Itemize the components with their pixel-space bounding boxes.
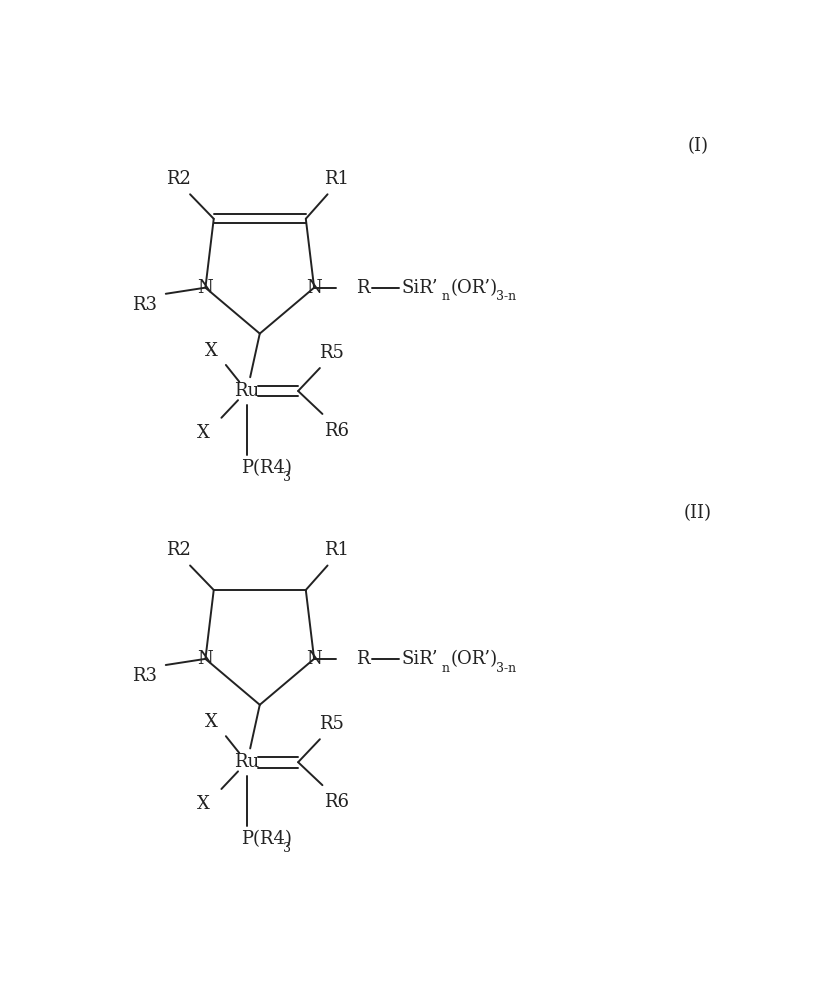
Text: Ru: Ru (234, 382, 260, 400)
Text: R1: R1 (324, 170, 349, 188)
Text: X: X (205, 342, 219, 360)
Text: R3: R3 (132, 667, 158, 685)
Text: P(R4): P(R4) (241, 459, 291, 477)
Text: R: R (356, 650, 369, 668)
Text: 3: 3 (284, 471, 291, 484)
Text: N: N (306, 650, 322, 668)
Text: (II): (II) (684, 504, 712, 523)
Text: (I): (I) (687, 137, 708, 155)
Text: R6: R6 (324, 793, 349, 811)
Text: N: N (306, 278, 322, 296)
Text: R2: R2 (166, 170, 191, 188)
Text: 3-n: 3-n (497, 662, 516, 675)
Text: R: R (356, 278, 369, 296)
Text: X: X (197, 424, 210, 442)
Text: R3: R3 (132, 295, 158, 313)
Text: X: X (205, 714, 219, 732)
Text: n: n (441, 290, 450, 303)
Text: R1: R1 (324, 541, 349, 560)
Text: P(R4): P(R4) (241, 831, 291, 849)
Text: N: N (197, 650, 214, 668)
Text: N: N (197, 278, 214, 296)
Text: X: X (197, 795, 210, 813)
Text: n: n (441, 662, 450, 675)
Text: SiR’: SiR’ (402, 278, 438, 296)
Text: Ru: Ru (234, 753, 260, 771)
Text: (OR’): (OR’) (450, 278, 497, 296)
Text: R6: R6 (324, 421, 349, 439)
Text: 3: 3 (284, 842, 291, 855)
Text: SiR’: SiR’ (402, 650, 438, 668)
Text: (OR’): (OR’) (450, 650, 497, 668)
Text: R5: R5 (319, 715, 344, 733)
Text: 3-n: 3-n (497, 290, 516, 303)
Text: R5: R5 (319, 344, 344, 362)
Text: R2: R2 (166, 541, 191, 560)
